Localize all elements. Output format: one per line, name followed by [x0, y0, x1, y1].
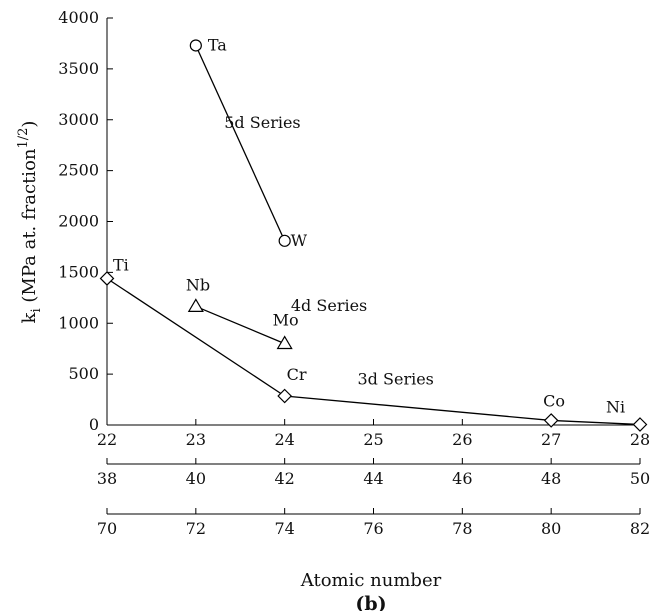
y-tick-label: 4000 — [58, 8, 99, 27]
x-tick-label: 78 — [452, 519, 472, 538]
series-line — [195, 45, 286, 242]
series-lines — [106, 45, 641, 426]
x-tick-label: 27 — [541, 430, 561, 449]
triangle-marker — [187, 298, 204, 312]
circle-marker — [278, 234, 291, 247]
x-tick-label: 28 — [630, 430, 650, 449]
y-tick-label: 500 — [68, 364, 99, 383]
point-label-w: W — [291, 231, 308, 250]
point-label-cr: Cr — [287, 365, 307, 384]
x-tick-label: 46 — [452, 469, 472, 488]
series-label: 4d Series — [291, 296, 367, 315]
y-tick-label: 1000 — [58, 313, 99, 332]
series-line — [106, 277, 641, 426]
x-tick-label: 70 — [97, 519, 117, 538]
panel-label: (b) — [355, 593, 386, 611]
x-tick-label: 74 — [274, 519, 294, 538]
diamond-marker — [277, 388, 293, 404]
point-labels: Ti Cr Co Ni Nb Mo Ta W — [113, 35, 625, 416]
x-tick-label: 48 — [541, 469, 561, 488]
x-tick-label: 80 — [541, 519, 561, 538]
x-tick-label: 40 — [186, 469, 206, 488]
y-tick-label: 0 — [89, 415, 99, 434]
y-axis: 0 500 1000 1500 2000 2500 3000 3500 4000 — [58, 8, 113, 434]
x-tick-label: 82 — [630, 519, 650, 538]
x-axes: 22 23 24 25 26 27 28 38 40 42 44 46 48 50 70 72 74 76 78 80… — [97, 419, 650, 538]
series-label: 5d Series — [224, 113, 300, 132]
x-tick-label: 24 — [274, 430, 294, 449]
point-label-co: Co — [543, 391, 565, 410]
y-tick-label: 1500 — [58, 262, 99, 281]
x-tick-label: 23 — [186, 430, 206, 449]
diamond-marker — [543, 413, 559, 428]
y-tick-label: 3000 — [58, 110, 99, 129]
circle-marker — [189, 39, 202, 52]
diamond-marker — [632, 417, 648, 432]
series-line — [195, 305, 285, 345]
point-label-ni: Ni — [606, 397, 625, 416]
plot-frame — [106, 18, 640, 426]
x-tick-label: 22 — [97, 430, 117, 449]
x-tick-label: 50 — [630, 469, 650, 488]
y-tick-label: 3500 — [58, 59, 99, 78]
y-tick-label: 2000 — [58, 212, 99, 231]
x-tick-label: 42 — [274, 469, 294, 488]
x-tick-label: 38 — [97, 469, 117, 488]
x-tick-label: 76 — [363, 519, 383, 538]
triangle-marker — [276, 335, 293, 350]
x-tick-label: 26 — [452, 430, 472, 449]
x-tick-label: 72 — [186, 519, 206, 538]
point-label-mo: Mo — [273, 311, 299, 330]
series-labels: 3d Series 4d Series 5d Series — [224, 113, 434, 388]
series-markers — [99, 39, 648, 432]
x-tick-label: 44 — [363, 469, 383, 488]
x-axis-title: Atomic number — [300, 570, 442, 591]
y-axis-title: ki (MPa at. fraction1/2) — [16, 121, 44, 324]
point-label-ta: Ta — [208, 35, 227, 54]
point-label-ti: Ti — [113, 255, 129, 274]
series-label: 3d Series — [358, 369, 434, 388]
point-label-nb: Nb — [186, 275, 210, 294]
x-tick-label: 25 — [363, 430, 383, 449]
diamond-marker — [99, 271, 115, 286]
y-tick-label: 2500 — [58, 161, 99, 180]
